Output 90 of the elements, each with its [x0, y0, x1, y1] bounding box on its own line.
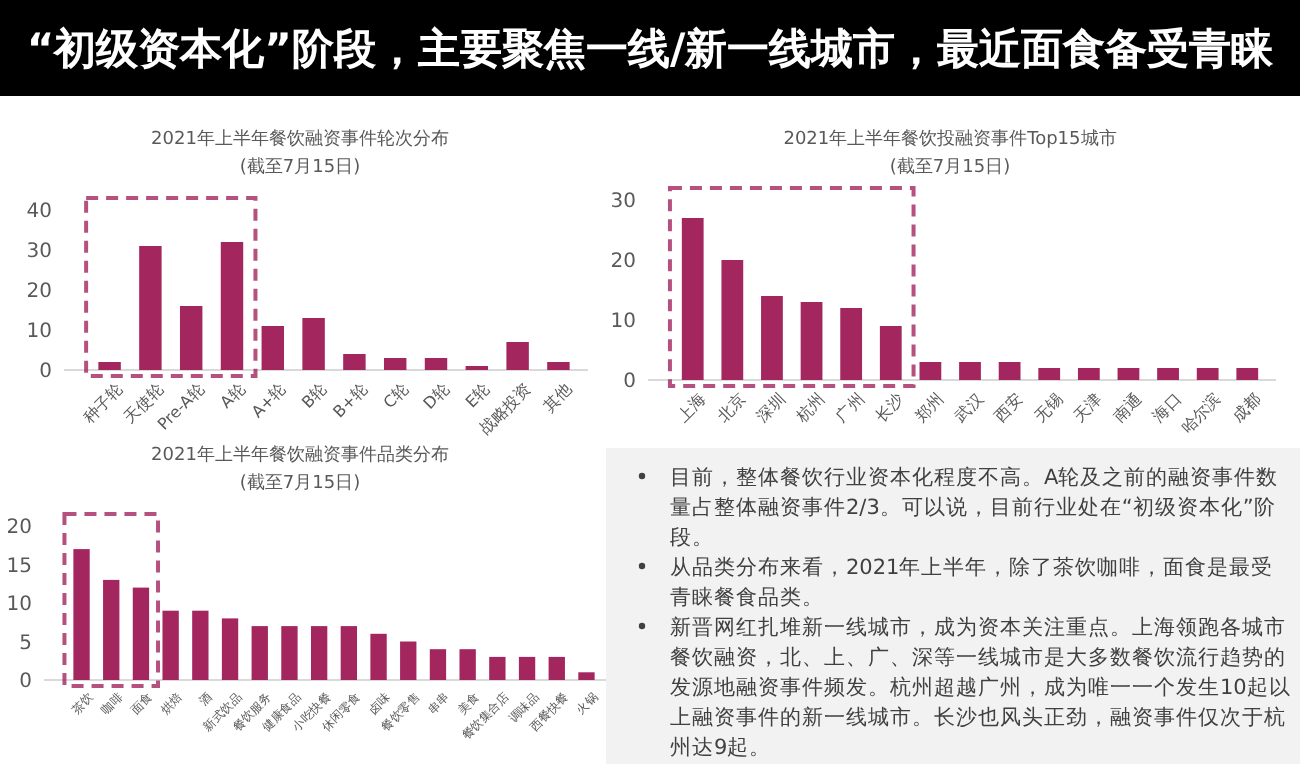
bar: [459, 649, 476, 680]
x-tick-label: 上海: [674, 390, 710, 426]
x-tick-label: 南通: [1109, 390, 1146, 426]
bar: [400, 641, 417, 680]
bar: [192, 610, 209, 680]
bar: [840, 308, 863, 380]
x-tick-label: C轮: [380, 380, 412, 412]
text: 目前，整体餐饮行业资本化程度不高。A轮及之前的融资事件数量占整体融资事件2/3。可以说，目前行业处在“初级资本化”阶段。: [670, 464, 1279, 550]
x-tick-label: 种子轮: [79, 380, 127, 427]
x-tick-label: E轮: [462, 380, 494, 412]
y-tick-label: 20: [26, 281, 52, 303]
bar: [251, 626, 268, 680]
chart-title: 2021年上半年餐饮融资事件品类分布: [151, 444, 449, 466]
x-tick-label: 长沙: [872, 390, 908, 426]
chart-subtitle: (截至7月15日): [239, 472, 361, 494]
x-tick-label: A轮: [216, 380, 249, 412]
bar: [343, 354, 366, 370]
x-tick-label: B+轮: [329, 380, 372, 422]
bar: [721, 260, 744, 380]
bar: [1236, 368, 1259, 380]
bar: [1196, 368, 1219, 380]
bar: [681, 218, 704, 380]
bar: [162, 610, 179, 680]
bar: [518, 656, 536, 680]
bar: [221, 618, 239, 680]
chart-subtitle: (截至7月15日): [889, 156, 1011, 178]
y-tick-label: 0: [623, 371, 636, 393]
bar: [132, 587, 150, 680]
chart-subtitle: (截至7月15日): [239, 156, 361, 178]
bar: [489, 656, 506, 680]
x-tick-label: 天津: [1070, 390, 1106, 426]
bar: [179, 306, 203, 370]
y-tick-label: 40: [26, 201, 52, 223]
bar: [998, 362, 1021, 380]
bar: [800, 302, 823, 380]
bar: [1038, 368, 1061, 380]
bar: [1117, 368, 1140, 380]
bar: [547, 362, 570, 370]
x-tick-label: B轮: [298, 380, 331, 412]
bar: [73, 549, 90, 680]
y-tick-label: 15: [6, 555, 32, 578]
bar: [103, 579, 120, 680]
x-tick-label: 武汉: [951, 390, 987, 426]
bar: [761, 296, 783, 380]
bar: [302, 318, 325, 370]
bar: [281, 626, 298, 680]
bar: [370, 633, 387, 680]
bar: [139, 246, 162, 370]
bar: [220, 242, 244, 370]
bar: [340, 626, 358, 680]
bar: [879, 326, 902, 380]
x-tick-label: 西安: [991, 390, 1027, 426]
y-tick-label: 10: [26, 321, 52, 343]
y-tick-label: 20: [6, 517, 32, 539]
bar: [506, 342, 529, 370]
x-tick-label: D轮: [419, 380, 453, 413]
bar: [310, 626, 328, 680]
bar: [578, 672, 595, 680]
y-tick-label: 20: [610, 251, 636, 273]
y-tick-label: 0: [19, 671, 32, 693]
chart-title: 2021年上半年餐饮投融资事件Top15城市: [783, 128, 1117, 150]
bar: [98, 362, 121, 370]
y-tick-label: 0: [39, 361, 52, 383]
x-tick-label: 成都: [1228, 390, 1265, 426]
chart-title: 2021年上半年餐饮融资事件轮次分布: [151, 128, 449, 150]
y-tick-label: 5: [19, 632, 32, 655]
x-tick-label: 无锡: [1030, 390, 1066, 426]
bar: [959, 362, 981, 380]
bar: [424, 358, 448, 370]
x-tick-label: 郑州: [911, 390, 948, 426]
text: 新晋网红扎堆新一线城市，成为资本关注重点。上海领跑各城市餐饮融资，北、上、广、深等一线城市是大多数餐饮流行趋势的发源地融资事件频发。杭州超越广州，成为唯一一个发生10起以上融资事件的新一线城市。长沙也风头正劲，融资事件仅次于杭州达9起。: [670, 614, 1291, 760]
y-tick-label: 30: [610, 191, 636, 213]
y-tick-label: 10: [6, 594, 32, 616]
text: 从品类分布来看，2021年上半年，除了茶饮咖啡，面食是最受青睐餐食品类。: [670, 554, 1274, 610]
bar: [1157, 368, 1179, 380]
x-tick-label: 其他: [539, 380, 576, 416]
text: “初级资本化”阶段，主要聚焦一线/新一线城市，最近面食备受青睐: [26, 24, 1276, 73]
x-tick-label: 北京: [713, 390, 750, 426]
x-tick-label: A+轮: [248, 380, 290, 422]
bar: [261, 326, 285, 370]
x-tick-label: 广州: [832, 390, 868, 426]
y-tick-label: 10: [610, 311, 636, 333]
bar: [1077, 368, 1100, 380]
bar: [429, 649, 447, 680]
y-tick-label: 30: [26, 241, 52, 263]
bar: [548, 656, 565, 680]
x-tick-label: 深圳: [753, 390, 789, 426]
bar: [919, 362, 942, 380]
x-tick-label: 杭州: [791, 390, 829, 427]
bar: [383, 358, 407, 370]
